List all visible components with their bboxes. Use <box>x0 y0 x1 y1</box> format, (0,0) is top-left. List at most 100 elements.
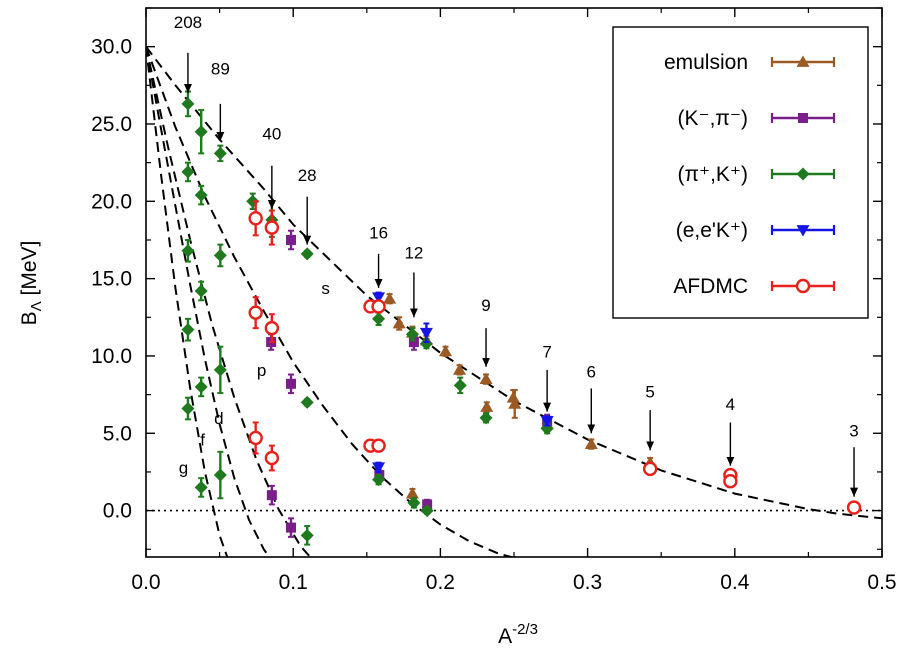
data-point <box>213 146 227 160</box>
annotation-4: 4 <box>726 395 735 466</box>
data-point <box>453 378 467 392</box>
data-point <box>248 430 263 446</box>
legend-label: emulsion <box>664 51 748 74</box>
data-point <box>194 188 208 202</box>
annotation-16: 16 <box>369 223 388 288</box>
legend: emulsion (K⁻,π⁻) (π⁺,K⁺) (e,e'K⁺) AFDMC <box>612 26 869 319</box>
plot-area: s p dfg 208 89 40 28 16 12 9 7 6 5 4 3 <box>146 13 882 557</box>
data-point <box>181 323 195 337</box>
x-tick-label: 0.0 <box>131 571 160 594</box>
data-point <box>439 344 453 357</box>
fit-curve-g <box>146 46 229 557</box>
annotation-label: 4 <box>726 395 735 414</box>
y-axis-title-unit: [MeV] <box>18 241 41 302</box>
fit-curve-p <box>146 46 516 557</box>
data-point <box>506 391 520 403</box>
data-point <box>540 422 554 436</box>
y-tick-label: 25.0 <box>91 113 132 136</box>
data-point <box>300 528 314 542</box>
data-point <box>371 438 386 453</box>
fit-curve-f <box>146 46 271 557</box>
legend-label: (π⁺,K⁺) <box>678 163 749 186</box>
annotation-9: 9 <box>481 296 491 367</box>
data-point <box>392 316 406 329</box>
data-point <box>407 496 421 510</box>
y-tick-label: 15.0 <box>91 268 132 291</box>
data-point <box>372 473 386 487</box>
fit-curve-s <box>146 46 882 520</box>
x-axis-title: A-2/3 <box>498 621 538 648</box>
data-point <box>266 490 277 501</box>
data-point <box>405 487 419 499</box>
data-point <box>248 211 263 226</box>
legend-marker <box>796 167 810 181</box>
data-point <box>248 305 263 320</box>
curve-label-g: g <box>179 458 188 477</box>
legend-marker <box>796 55 810 67</box>
data-point <box>479 372 493 385</box>
data-point <box>181 402 195 416</box>
y-axis-title-sub: Λ <box>28 301 45 311</box>
series-2 <box>181 90 554 546</box>
data-point <box>285 378 296 389</box>
annotation-label: 6 <box>587 363 596 382</box>
y-tick-label: 5.0 <box>103 422 132 445</box>
data-point <box>194 125 208 139</box>
curve-label-p: p <box>257 361 266 380</box>
data-point <box>480 400 494 412</box>
annotation-40: 40 <box>262 124 281 210</box>
annotation-12: 12 <box>404 244 423 318</box>
annotation-3: 3 <box>849 421 859 497</box>
data-point <box>479 411 493 425</box>
axes: 0.0 0.1 0.2 0.3 0.4 0.5 0.0 5.0 10.0 15.0 20.0 25.0… <box>91 7 897 594</box>
data-point <box>213 248 227 262</box>
data-point <box>420 504 434 518</box>
annotation-label: 89 <box>211 59 230 78</box>
annotation-5: 5 <box>645 383 655 451</box>
data-point <box>264 450 280 466</box>
y-axis-title: BΛ [MeV] <box>18 241 45 326</box>
curve-label-d: d <box>214 409 223 428</box>
x-axis-title-main: A <box>498 625 512 648</box>
annotation-label: 9 <box>481 296 490 315</box>
data-point <box>372 312 386 326</box>
y-tick-label: 10.0 <box>91 345 132 368</box>
data-point <box>723 474 738 489</box>
y-axis-title-main: B <box>18 311 41 325</box>
fit-curve-d <box>146 46 312 557</box>
annotation-label: 3 <box>849 421 858 440</box>
annotation-label: 40 <box>262 124 281 143</box>
data-point <box>213 468 227 482</box>
data-point <box>300 395 314 409</box>
x-tick-label: 0.1 <box>279 571 308 594</box>
legend-marker <box>798 113 808 123</box>
data-point <box>264 320 280 336</box>
annotation-7: 7 <box>542 343 552 412</box>
data-point <box>508 397 522 409</box>
legend-label: (K⁻,π⁻) <box>678 107 749 130</box>
annotation-label: 208 <box>174 13 202 32</box>
annotation-label: 28 <box>298 166 317 185</box>
curve-label-s: s <box>321 279 330 298</box>
data-point <box>453 363 467 375</box>
data-point <box>540 416 554 428</box>
legend-label: (e,e'K⁺) <box>676 219 748 242</box>
x-tick-label: 0.4 <box>720 571 750 594</box>
data-point <box>285 234 296 245</box>
curve-label-f: f <box>200 431 205 450</box>
annotation-89: 89 <box>211 59 230 141</box>
x-tick-label: 0.3 <box>573 571 602 594</box>
data-point <box>408 337 419 348</box>
data-point <box>213 363 227 377</box>
data-point <box>181 244 195 258</box>
data-point <box>405 327 419 341</box>
annotation-label: 7 <box>542 343 551 362</box>
annotation-208: 208 <box>174 13 202 94</box>
data-point <box>419 327 433 340</box>
data-point <box>194 480 208 494</box>
annotation-6: 6 <box>587 363 596 434</box>
annotation-label: 5 <box>645 383 654 402</box>
data-point <box>181 97 195 111</box>
data-point <box>372 292 386 304</box>
